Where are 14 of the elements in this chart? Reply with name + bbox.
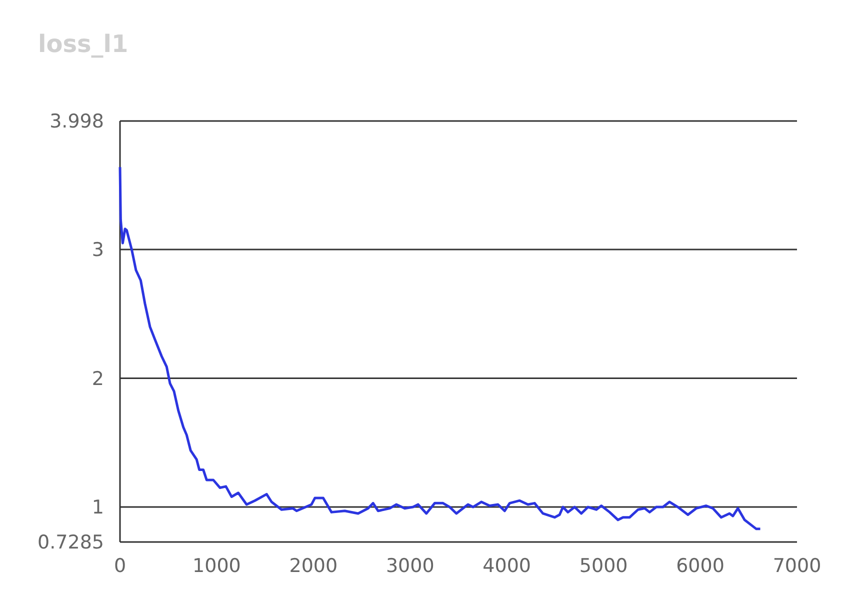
x-tick-label: 5000 bbox=[579, 555, 628, 577]
x-tick-label: 7000 bbox=[772, 555, 822, 577]
line-series bbox=[118, 166, 762, 530]
x-tick-label: 6000 bbox=[676, 555, 724, 577]
y-tick-label: 2 bbox=[92, 368, 104, 390]
x-tick-label: 1000 bbox=[192, 555, 241, 577]
y-tick-label: 3.998 bbox=[50, 110, 104, 133]
x-tick-label: 0 bbox=[114, 555, 126, 577]
y-tick-label: 1 bbox=[92, 496, 104, 519]
x-tick-label: 4000 bbox=[482, 555, 532, 577]
y-tick-label: 3 bbox=[92, 239, 104, 262]
x-tick-label: 3000 bbox=[386, 555, 434, 577]
y-tick-label: 0.7285 bbox=[38, 532, 104, 554]
x-tick-label: 2000 bbox=[289, 555, 338, 577]
